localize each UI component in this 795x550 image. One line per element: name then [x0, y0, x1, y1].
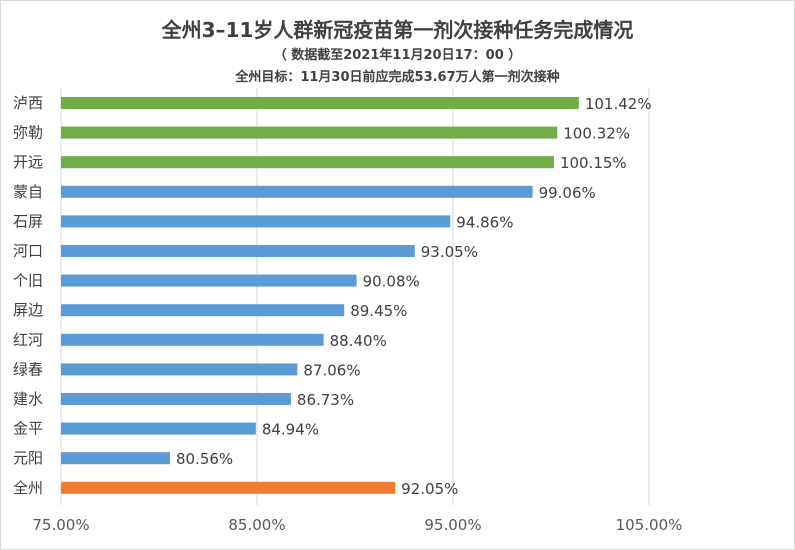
chart-title: 全州3–11岁人群新冠疫苗第一剂次接种任务完成情况 [161, 18, 634, 42]
value-label: 94.86% [456, 213, 513, 231]
category-label: 绿春 [13, 360, 43, 378]
bar [61, 304, 345, 317]
category-label: 屏边 [13, 301, 43, 319]
category-label: 河口 [13, 242, 43, 260]
bar [61, 156, 554, 169]
category-label: 蒙自 [13, 183, 43, 201]
bar [61, 393, 291, 405]
value-label: 87.06% [303, 361, 360, 379]
bar [61, 452, 170, 465]
bar [61, 245, 415, 257]
bar [61, 274, 357, 287]
value-label: 101.42% [585, 95, 652, 113]
category-label: 金平 [13, 420, 43, 438]
value-label: 80.56% [176, 450, 233, 468]
value-label: 90.08% [363, 273, 420, 291]
value-label: 86.73% [297, 391, 354, 409]
value-label: 89.45% [350, 302, 407, 320]
bar [61, 185, 533, 198]
chart-subtitle: （ 数据截至2021年11月20日17：00 ） [273, 48, 522, 63]
bar [61, 126, 558, 139]
chart-note: 全州目标：11月30日前应完成53.67万人第一剂次接种 [235, 70, 560, 85]
category-label: 元阳 [13, 449, 43, 467]
value-label: 92.05% [401, 480, 458, 498]
x-tick-label: 75.00% [32, 516, 89, 534]
category-label: 建水 [13, 390, 43, 408]
value-label: 100.32% [563, 125, 630, 143]
x-tick-label: 105.00% [616, 516, 683, 534]
x-tick-label: 95.00% [424, 516, 481, 534]
category-label: 开远 [13, 153, 43, 171]
category-label: 泸西 [13, 94, 43, 112]
bar [61, 363, 298, 376]
category-label: 红河 [13, 331, 43, 349]
bar [61, 481, 396, 494]
category-label: 石屏 [13, 212, 43, 230]
category-label: 个旧 [13, 272, 43, 290]
x-tick-label: 85.00% [228, 516, 285, 534]
value-label: 84.94% [262, 421, 319, 439]
category-label: 全州 [13, 479, 43, 497]
value-label: 93.05% [421, 243, 478, 261]
value-label: 99.06% [539, 184, 596, 202]
bar [61, 215, 451, 228]
bar [61, 422, 256, 435]
bar [61, 333, 324, 346]
value-label: 100.15% [560, 154, 627, 172]
value-label: 88.40% [330, 332, 387, 350]
category-label: 弥勒 [13, 124, 43, 142]
bar [61, 97, 579, 109]
